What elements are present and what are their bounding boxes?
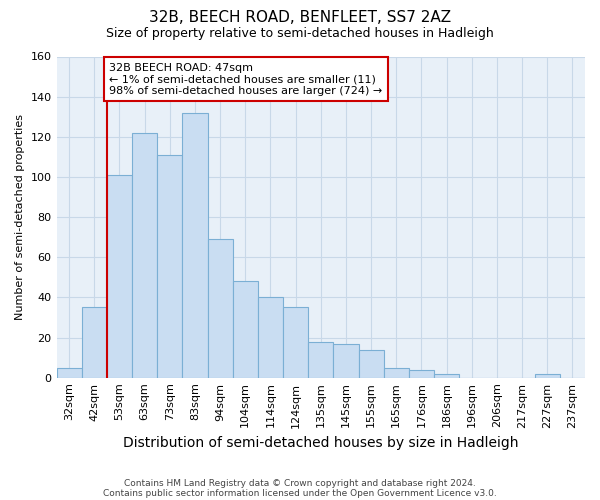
X-axis label: Distribution of semi-detached houses by size in Hadleigh: Distribution of semi-detached houses by … [123,436,518,450]
Text: 32B, BEECH ROAD, BENFLEET, SS7 2AZ: 32B, BEECH ROAD, BENFLEET, SS7 2AZ [149,10,451,25]
Text: Size of property relative to semi-detached houses in Hadleigh: Size of property relative to semi-detach… [106,28,494,40]
Bar [132,133,157,378]
Bar [233,282,258,378]
Bar [334,344,359,378]
Text: 32B BEECH ROAD: 47sqm
← 1% of semi-detached houses are smaller (11)
98% of semi-: 32B BEECH ROAD: 47sqm ← 1% of semi-detac… [109,62,383,96]
Bar [208,239,233,378]
Text: Contains HM Land Registry data © Crown copyright and database right 2024.: Contains HM Land Registry data © Crown c… [124,478,476,488]
Text: Contains public sector information licensed under the Open Government Licence v3: Contains public sector information licen… [103,488,497,498]
Bar [359,350,383,378]
Bar [157,155,182,378]
Bar [107,175,132,378]
Bar [409,370,434,378]
Bar [258,298,283,378]
Y-axis label: Number of semi-detached properties: Number of semi-detached properties [15,114,25,320]
Bar [535,374,560,378]
Bar [434,374,459,378]
Bar [283,308,308,378]
Bar [383,368,409,378]
Bar [56,368,82,378]
Bar [182,112,208,378]
Bar [308,342,334,378]
Bar [82,308,107,378]
